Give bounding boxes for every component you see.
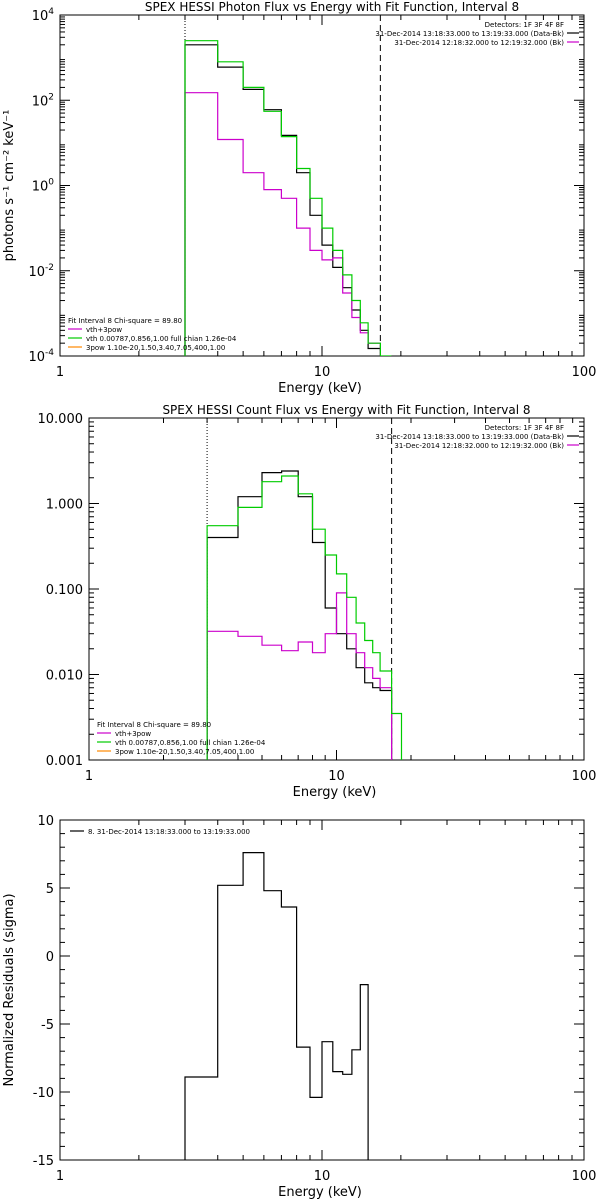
y-tick-base: 10 [32,9,49,24]
legend-header: Detectors: 1F 3F 4F 8F [485,424,564,432]
y-tick-label: 102 [32,92,54,109]
y-axis-label: photons s⁻¹ cm⁻² keV⁻¹ [2,110,17,262]
legend-entry-label: 3pow 1.10e-20,1.50,3.40,7.05,400,1.00 [86,344,225,352]
y-tick-label: 104 [32,7,55,24]
x-tick-label: 100 [572,365,597,380]
y-tick-label: -15 [33,1154,54,1169]
y-tick-label: 5 [46,882,54,897]
x-tick-label: 100 [572,769,597,784]
panel-1: SPEX HESSI Photon Flux vs Energy with Fi… [2,0,596,396]
legend-entry-label: 31-Dec-2014 12:18:32.000 to 12:19:32.000… [394,39,564,47]
y-tick-label: 10-2 [28,263,54,280]
y-tick-label: 10-4 [28,348,54,365]
series-data [184,852,369,1160]
panel-3: 1 10 100 Energy (keV) -15 -10 -5 0 5 10 Normalized… [2,814,596,1200]
y-tick-label: 0 [46,950,54,965]
y-tick-exponent: 0 [48,178,54,188]
legend-header: Fit Interval 8 Chi-square = 89.80 [68,317,182,325]
y-tick-label: 100 [32,178,55,195]
legend-entry-label: vth 0.00787,0.856,1.00 full chian 1.26e-… [115,739,266,747]
y-tick-exponent: -2 [45,263,54,273]
x-tick-label: 10 [314,1169,331,1184]
legend-entry-label: 3pow 1.10e-20,1.50,3.40,7.05,400,1.00 [115,748,254,756]
series-data [184,44,381,356]
y-axis-label: Normalized Residuals (sigma) [2,893,17,1086]
y-tick-label: -10 [33,1086,54,1101]
y-tick-base: 10 [28,265,45,280]
y-tick-label: 0.010 [46,669,83,684]
chart-title: SPEX HESSI Photon Flux vs Energy with Fi… [145,0,519,14]
x-tick-label: 100 [572,1169,597,1184]
y-tick-label: 10 [37,814,54,829]
panel-2: SPEX HESSI Count Flux vs Energy with Fit… [38,403,597,800]
legend-header: Detectors: 1F 3F 4F 8F [485,21,564,29]
x-tick-label: 1 [85,769,93,784]
x-tick-label: 1 [56,365,64,380]
legend-entry-label: vth+3pow [115,730,151,738]
plot-frame [59,819,585,1161]
y-tick-label: 0.001 [46,754,83,769]
x-axis-label: Energy (keV) [278,1185,362,1200]
x-axis-label: Energy (keV) [293,785,377,800]
x-axis-label: Energy (keV) [278,381,362,396]
series-total [184,40,392,356]
legend-entry-label: 8. 31-Dec-2014 13:18:33.000 to 13:19:33.… [88,828,250,836]
series-component1 [184,92,381,356]
x-tick-label: 1 [56,1169,64,1184]
y-tick-base: 10 [32,94,49,109]
plot-frame [59,14,585,357]
y-tick-label: -5 [41,1018,54,1033]
y-tick-base: 10 [28,350,45,365]
legend-entry-label: 31-Dec-2014 13:18:33.000 to 13:19:33.000… [375,30,564,38]
y-tick-exponent: 4 [48,7,54,17]
x-tick-label: 10 [328,769,345,784]
series-data [206,470,393,760]
y-tick-exponent: -4 [45,348,54,358]
chart-title: SPEX HESSI Count Flux vs Energy with Fit… [162,403,530,417]
y-tick-label: 1.000 [46,498,83,513]
y-tick-base: 10 [32,180,49,195]
legend-entry-label: vth+3pow [86,326,122,334]
x-tick-label: 10 [314,365,331,380]
legend-entry-label: vth 0.00787,0.856,1.00 full chian 1.26e-… [86,335,237,343]
y-tick-exponent: 2 [48,92,54,102]
legend-entry-label: 31-Dec-2014 13:18:33.000 to 13:19:33.000… [375,433,564,441]
legend-header: Fit Interval 8 Chi-square = 89.80 [97,721,211,729]
legend-entry-label: 31-Dec-2014 12:18:32.000 to 12:19:32.000… [394,442,564,450]
plot-frame [88,417,585,761]
series-total [206,475,403,760]
y-tick-label: 0.100 [46,583,83,598]
y-tick-label: 10.000 [38,412,84,427]
series-component1 [206,592,393,760]
